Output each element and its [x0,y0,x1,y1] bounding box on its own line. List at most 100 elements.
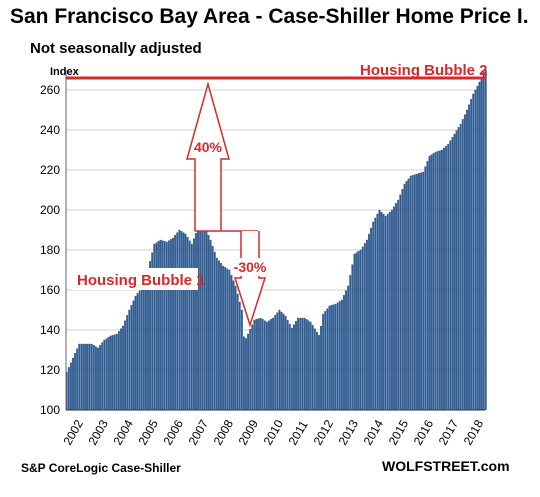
bar [170,239,172,411]
bar [374,217,377,411]
x-tick-label: 2013 [336,417,362,447]
bar [207,235,210,411]
bar [328,305,331,411]
bar [172,237,174,411]
y-tick-label: 180 [40,243,60,257]
bar [386,213,389,411]
bubble2-label: Housing Bubble 2 [360,62,488,79]
bar [363,243,366,411]
bar [434,151,437,411]
bar [140,287,143,411]
bar [397,199,400,411]
bar [163,241,166,411]
bar [136,293,139,411]
bar [280,311,283,411]
bar [384,215,387,411]
bar [265,321,268,411]
x-tick-label: 2009 [236,417,262,447]
bar [124,320,126,411]
x-tick-label: 2017 [436,417,462,447]
bar [215,257,218,411]
bar [188,240,191,411]
bar [74,353,76,411]
bar [226,268,229,411]
bar [428,155,431,411]
bar [255,319,258,411]
bar [259,317,262,411]
bar [432,153,435,411]
bar [263,320,266,411]
bar [205,230,208,411]
bar [109,335,112,411]
x-tick-label: 2011 [286,418,311,448]
bar [209,239,212,411]
bar [238,301,241,411]
bar [213,251,216,411]
bar [357,251,360,411]
x-tick-label: 2008 [211,417,237,447]
bar [370,227,372,411]
drop-label: -30% [234,259,267,275]
bar [482,71,485,411]
bar [220,263,222,411]
bar [476,85,479,411]
bar [193,238,195,411]
bar [405,181,408,411]
bar [455,130,458,411]
y-tick-label: 140 [40,323,60,337]
bar [376,213,379,411]
bar [78,343,81,411]
rise-label: 40% [194,139,223,155]
bar [186,237,189,411]
bar [97,347,99,411]
bar [290,327,293,411]
bar [199,227,202,411]
bar [413,174,416,411]
bubble1-label-bg [72,268,198,290]
bar [293,324,295,411]
y-tick-label: 100 [40,403,60,417]
x-tick-label: 2015 [386,417,412,447]
bar [403,183,406,411]
bar [409,175,412,411]
bar [478,81,481,411]
bar [161,240,164,411]
bar [380,211,383,411]
bar [474,89,477,411]
bar [92,345,95,411]
x-tick-label: 2010 [261,417,287,447]
bar [218,260,220,411]
bar [334,303,337,411]
bar [228,269,231,411]
bar [99,345,101,411]
bar [103,339,106,411]
x-tick-label: 2005 [136,417,162,447]
bar [420,172,423,411]
bar [253,319,256,411]
bar [272,317,274,411]
bar [247,333,249,411]
bar [449,140,452,411]
x-tick-label: 2003 [85,417,111,447]
bar [201,226,204,411]
bar [395,203,397,411]
bar [459,123,462,411]
bar [311,325,314,411]
bar [303,317,306,411]
bar [284,315,287,411]
bar [418,173,420,411]
bar [343,295,345,411]
x-tick-label: 2002 [60,417,86,447]
bar [224,267,227,411]
y-tick-label: 220 [40,163,60,177]
bar [288,323,291,411]
bar [120,328,122,411]
bar [326,308,329,411]
bar [84,343,87,411]
bar [341,299,343,411]
bar [167,240,170,411]
y-tick-label: 240 [40,123,60,137]
bar [301,317,304,411]
bar [453,133,456,411]
bar [117,331,120,411]
